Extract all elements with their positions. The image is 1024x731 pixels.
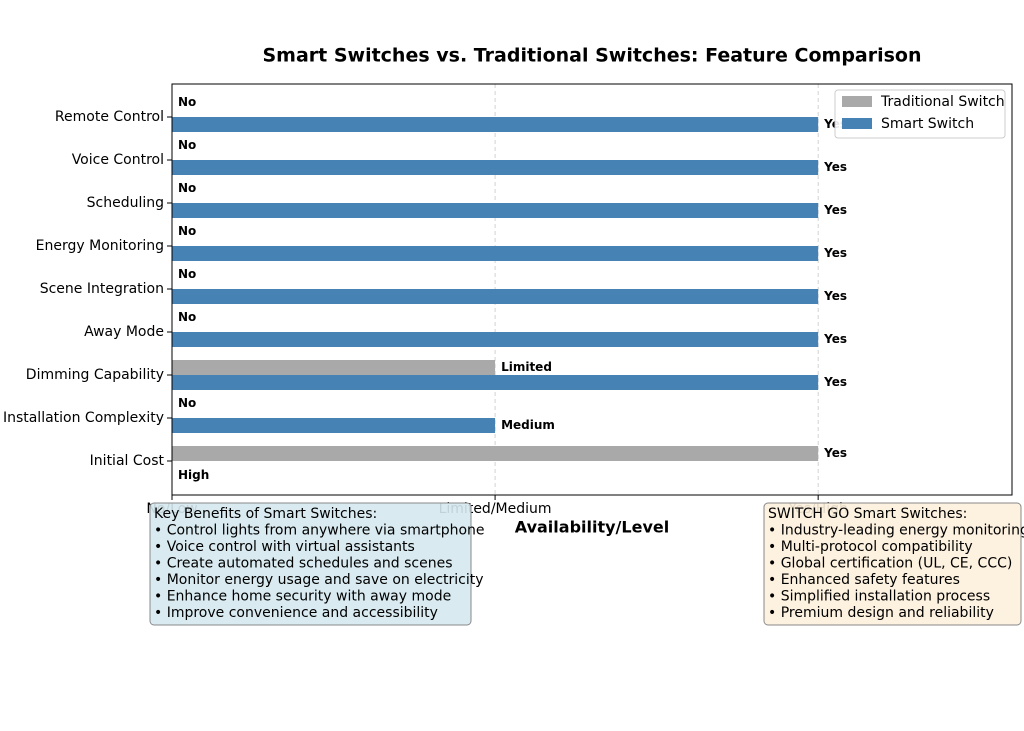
text-box-line: • Multi-protocol compatibility: [768, 539, 973, 555]
value-label: Limited: [501, 360, 552, 374]
text-box-line: • Monitor energy usage and save on elect…: [154, 572, 484, 588]
legend-swatch: [842, 96, 872, 107]
bar: [172, 289, 819, 304]
text-box-line: • Simplified installation process: [768, 589, 990, 605]
legend-swatch: [842, 118, 872, 129]
value-label: No: [178, 181, 196, 195]
text-box: [763, 502, 1022, 626]
y-tick-label: Installation Complexity: [3, 410, 164, 426]
value-label: High: [178, 468, 209, 482]
value-label: No: [178, 224, 196, 238]
plot-frame: [171, 83, 1013, 496]
y-tick-label: Scheduling: [87, 195, 164, 211]
text-box-line: SWITCH GO Smart Switches:: [768, 506, 967, 522]
bar: [172, 203, 819, 218]
text-box: [149, 502, 472, 626]
value-label: Yes: [823, 246, 847, 260]
y-tick-label: Voice Control: [72, 152, 164, 168]
text-box-line: • Premium design and reliability: [768, 605, 994, 621]
text-box-line: Key Benefits of Smart Switches:: [154, 506, 377, 522]
value-label: No: [178, 95, 196, 109]
value-label: Yes: [823, 446, 847, 460]
y-tick-label: Energy Monitoring: [36, 238, 164, 254]
legend-label: Traditional Switch: [880, 94, 1005, 110]
bar: [172, 360, 496, 375]
bar: [172, 446, 819, 461]
legend-label: Smart Switch: [881, 116, 974, 132]
value-label: No: [178, 310, 196, 324]
bar: [172, 418, 496, 433]
bar: [172, 332, 819, 347]
text-box-line: • Control lights from anywhere via smart…: [154, 523, 485, 539]
value-label: Yes: [823, 160, 847, 174]
y-tick-label: Away Mode: [84, 324, 164, 340]
bar: [172, 160, 819, 175]
value-label: Yes: [823, 203, 847, 217]
text-box-line: • Global certification (UL, CE, CCC): [768, 556, 1012, 572]
value-label: Medium: [501, 418, 555, 432]
value-label: Yes: [823, 332, 847, 346]
legend-box: [834, 89, 1006, 139]
x-axis-label: Availability/Level: [515, 518, 669, 537]
text-box-line: • Create automated schedules and scenes: [154, 556, 453, 572]
value-label: No: [178, 396, 196, 410]
text-box-line: • Improve convenience and accessibility: [154, 605, 438, 621]
bar: [172, 117, 819, 132]
text-box-line: • Enhance home security with away mode: [154, 589, 451, 605]
bar: [172, 375, 819, 390]
text-box-line: • Voice control with virtual assistants: [154, 539, 415, 555]
text-box-line: • Industry-leading energy monitoring: [768, 523, 1024, 539]
y-tick-label: Initial Cost: [90, 453, 165, 469]
value-label: No: [178, 267, 196, 281]
value-label: Yes: [823, 289, 847, 303]
bar: [172, 246, 819, 261]
value-label: Yes: [823, 375, 847, 389]
y-tick-label: Dimming Capability: [26, 367, 164, 383]
y-tick-label: Remote Control: [55, 109, 164, 125]
y-tick-label: Scene Integration: [40, 281, 164, 297]
text-box-line: • Enhanced safety features: [768, 572, 960, 588]
value-label: No: [178, 138, 196, 152]
chart-title: Smart Switches vs. Traditional Switches:…: [262, 45, 921, 67]
